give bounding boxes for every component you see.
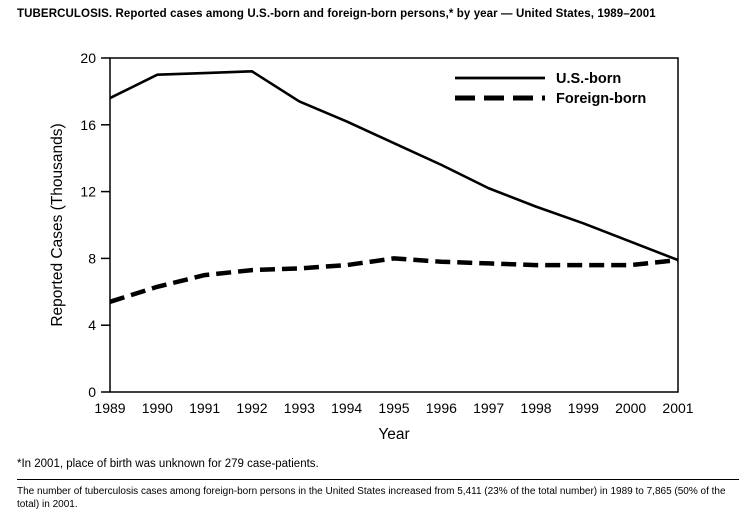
- line-chart: 0 4 8 12 16 20 1989 1990 1991 1992 1993 1994 1995 199…: [49, 50, 694, 443]
- x-tick-label: 1999: [568, 400, 599, 416]
- x-tick-label: 1997: [473, 400, 504, 416]
- x-tick-label: 2001: [662, 400, 693, 416]
- plot-frame: [109, 57, 679, 393]
- footnote-asterisk: *In 2001, place of birth was unknown for…: [17, 458, 319, 470]
- x-tick-label: 1989: [94, 400, 125, 416]
- y-tick-label: 16: [80, 117, 96, 133]
- x-tick-label: 1991: [189, 400, 220, 416]
- y-tick-label: 4: [88, 317, 96, 333]
- x-tick-label: 1990: [142, 400, 173, 416]
- x-tick-label: 1995: [378, 400, 409, 416]
- x-tick-label: 1994: [331, 400, 362, 416]
- footnote-source: The number of tuberculosis cases among f…: [17, 486, 726, 510]
- y-axis-label: Reported Cases (Thousands): [49, 123, 66, 326]
- x-tick-label: 1996: [426, 400, 457, 416]
- us-born-line: [109, 70, 679, 262]
- x-tick-label: 1998: [520, 400, 551, 416]
- foreign-born-line: [109, 256, 679, 304]
- x-axis-label: Year: [378, 426, 409, 443]
- legend-label-foreign-born: Foreign-born: [556, 91, 646, 107]
- legend-label-us-born: U.S.-born: [556, 71, 621, 87]
- x-tick-label: 2000: [615, 400, 646, 416]
- x-tick-label: 1993: [284, 400, 315, 416]
- y-tick-label: 0: [88, 384, 96, 400]
- y-tick-label: 8: [88, 250, 96, 266]
- divider-rule: [17, 479, 739, 480]
- y-tick-label: 12: [80, 184, 96, 200]
- chart-title: TUBERCULOSIS. Reported cases among U.S.-…: [17, 8, 656, 20]
- x-tick-label: 1992: [236, 400, 267, 416]
- y-tick-label: 20: [80, 50, 96, 66]
